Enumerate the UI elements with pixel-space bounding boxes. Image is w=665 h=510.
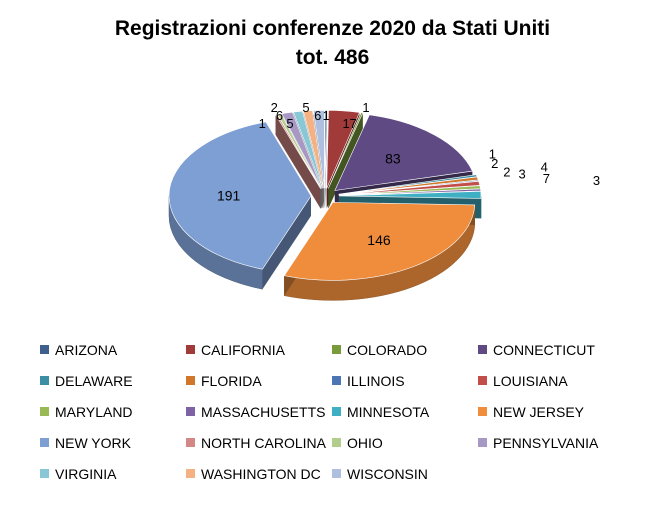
data-label-massachusetts: 2 [491,156,498,171]
legend-swatch-arizona [40,345,49,354]
data-label-delaware: 2 [503,165,510,180]
legend-item-pennsylvania: PENNSYLVANIA [478,433,628,452]
legend-label-new-jersey: NEW JERSEY [493,403,585,420]
pie-slice-face-north-carolina-1 [277,114,321,209]
legend-label-delaware: DELAWARE [55,372,133,389]
legend-label-massachusetts: MASSACHUSETTS [201,403,326,420]
pie-slice-minnesota [338,191,482,199]
legend-label-north-carolina: NORTH CAROLINA [201,434,326,451]
data-label-arizona: 1 [323,108,330,123]
pie-slice-virginia [292,110,323,189]
pie-slice-ohio [277,113,322,189]
legend-item-north-carolina: NORTH CAROLINA [186,433,332,452]
pie-slice-connecticut [334,114,473,191]
chart-title-line-2: tot. 486 [295,46,370,69]
legend-item-california: CALIFORNIA [186,340,332,359]
data-label-minnesota: 7 [543,171,550,186]
data-label-louisiana: 4 [541,159,548,174]
data-label-washington-dc: 5 [302,100,309,115]
legend-item-illinois: ILLINOIS [332,371,478,390]
legend-item-delaware: DELAWARE [40,371,186,390]
legend-label-minnesota: MINNESOTA [347,403,430,420]
chart-legend: ARIZONA CALIFORNIA COLORADO CONNECTICUT DELA… [40,340,640,483]
legend-swatch-connecticut [478,345,487,354]
data-label-connecticut: 83 [385,150,401,166]
chart-title: Registrazioni conferenze 2020 da Stati U… [0,14,665,72]
legend-item-ohio: OHIO [332,433,478,452]
data-label-ohio: 2 [271,100,278,115]
pie-slice-washington-dc [302,110,324,189]
data-label-california: 17 [342,116,356,131]
legend-label-arizona: ARIZONA [55,341,118,358]
legend-swatch-pennsylvania [478,438,487,447]
legend-item-connecticut: CONNECTICUT [478,340,628,359]
data-label-north-carolina: 1 [259,116,266,131]
pie-slice-face-colorado-1 [328,112,363,209]
data-label-pennsylvania: 6 [276,108,283,123]
legend-label-maryland: MARYLAND [55,403,133,420]
legend-label-colorado: COLORADO [347,341,428,358]
legend-item-washington-dc: WASHINGTON DC [186,464,332,483]
legend-swatch-massachusetts [186,407,195,416]
legend-swatch-new-jersey [478,407,487,416]
legend-label-ohio: OHIO [347,434,383,451]
legend-label-new-york: NEW YORK [55,434,131,451]
data-label-new-york: 191 [217,187,241,203]
pie-slice-california [326,110,360,189]
legend-item-louisiana: LOUISIANA [478,371,628,390]
legend-item-massachusetts: MASSACHUSETTS [186,402,332,421]
data-label-illinois: 1 [489,147,496,162]
legend-item-arizona: ARIZONA [40,340,186,359]
pie-slice-massachusetts [338,188,482,196]
legend-swatch-colorado [332,345,341,354]
legend-swatch-wisconsin [332,469,341,478]
pie-slice-new-jersey [283,202,476,281]
legend-swatch-virginia [40,469,49,478]
data-label-virginia: 5 [286,116,293,131]
pie-slice-wisconsin [313,110,325,189]
legend-label-connecticut: CONNECTICUT [493,341,595,358]
legend-swatch-delaware [40,376,49,385]
legend-item-minnesota: MINNESOTA [332,402,478,421]
legend-swatch-florida [186,376,195,385]
legend-label-virginia: VIRGINIA [55,465,117,482]
legend-item-florida: FLORIDA [186,371,332,390]
legend-swatch-ohio [332,438,341,447]
data-label-wisconsin: 6 [314,108,321,123]
legend-label-washington-dc: WASHINGTON DC [201,465,321,482]
legend-item-virginia: VIRGINIA [40,464,186,483]
legend-swatch-illinois [332,376,341,385]
legend-label-pennsylvania: PENNSYLVANIA [493,434,599,451]
pie-slice-colorado [328,112,364,189]
legend-swatch-louisiana [478,376,487,385]
data-label-new-jersey: 146 [367,232,391,248]
legend-item-wisconsin: WISCONSIN [332,464,478,483]
legend-item-maryland: MARYLAND [40,402,186,421]
legend-label-california: CALIFORNIA [201,341,286,358]
legend-item-new-york: NEW YORK [40,433,186,452]
legend-swatch-washington-dc [186,469,195,478]
legend-label-louisiana: LOUISIANA [493,372,568,389]
legend-swatch-maryland [40,407,49,416]
pie-slice-face-new-york-0 [262,195,312,290]
legend-swatch-minnesota [332,407,341,416]
legend-label-florida: FLORIDA [201,372,262,389]
pie-slice-pennsylvania [281,111,322,189]
legend-label-wisconsin: WISCONSIN [347,465,428,482]
chart-title-line-1: Registrazioni conferenze 2020 da Stati U… [114,17,551,40]
legend-swatch-new-york [40,438,49,447]
legend-label-illinois: ILLINOIS [347,372,405,389]
data-label-maryland: 3 [593,173,600,188]
legend-item-new-jersey: NEW JERSEY [478,402,628,421]
legend-swatch-california [186,345,195,354]
legend-item-colorado: COLORADO [332,340,478,359]
data-label-colorado: 1 [362,100,369,115]
pie-slice-new-york [168,121,312,270]
pie-slice-arizona [324,109,328,189]
data-label-florida: 3 [519,166,526,181]
legend-swatch-north-carolina [186,438,195,447]
pie-slice-louisiana [338,180,481,196]
